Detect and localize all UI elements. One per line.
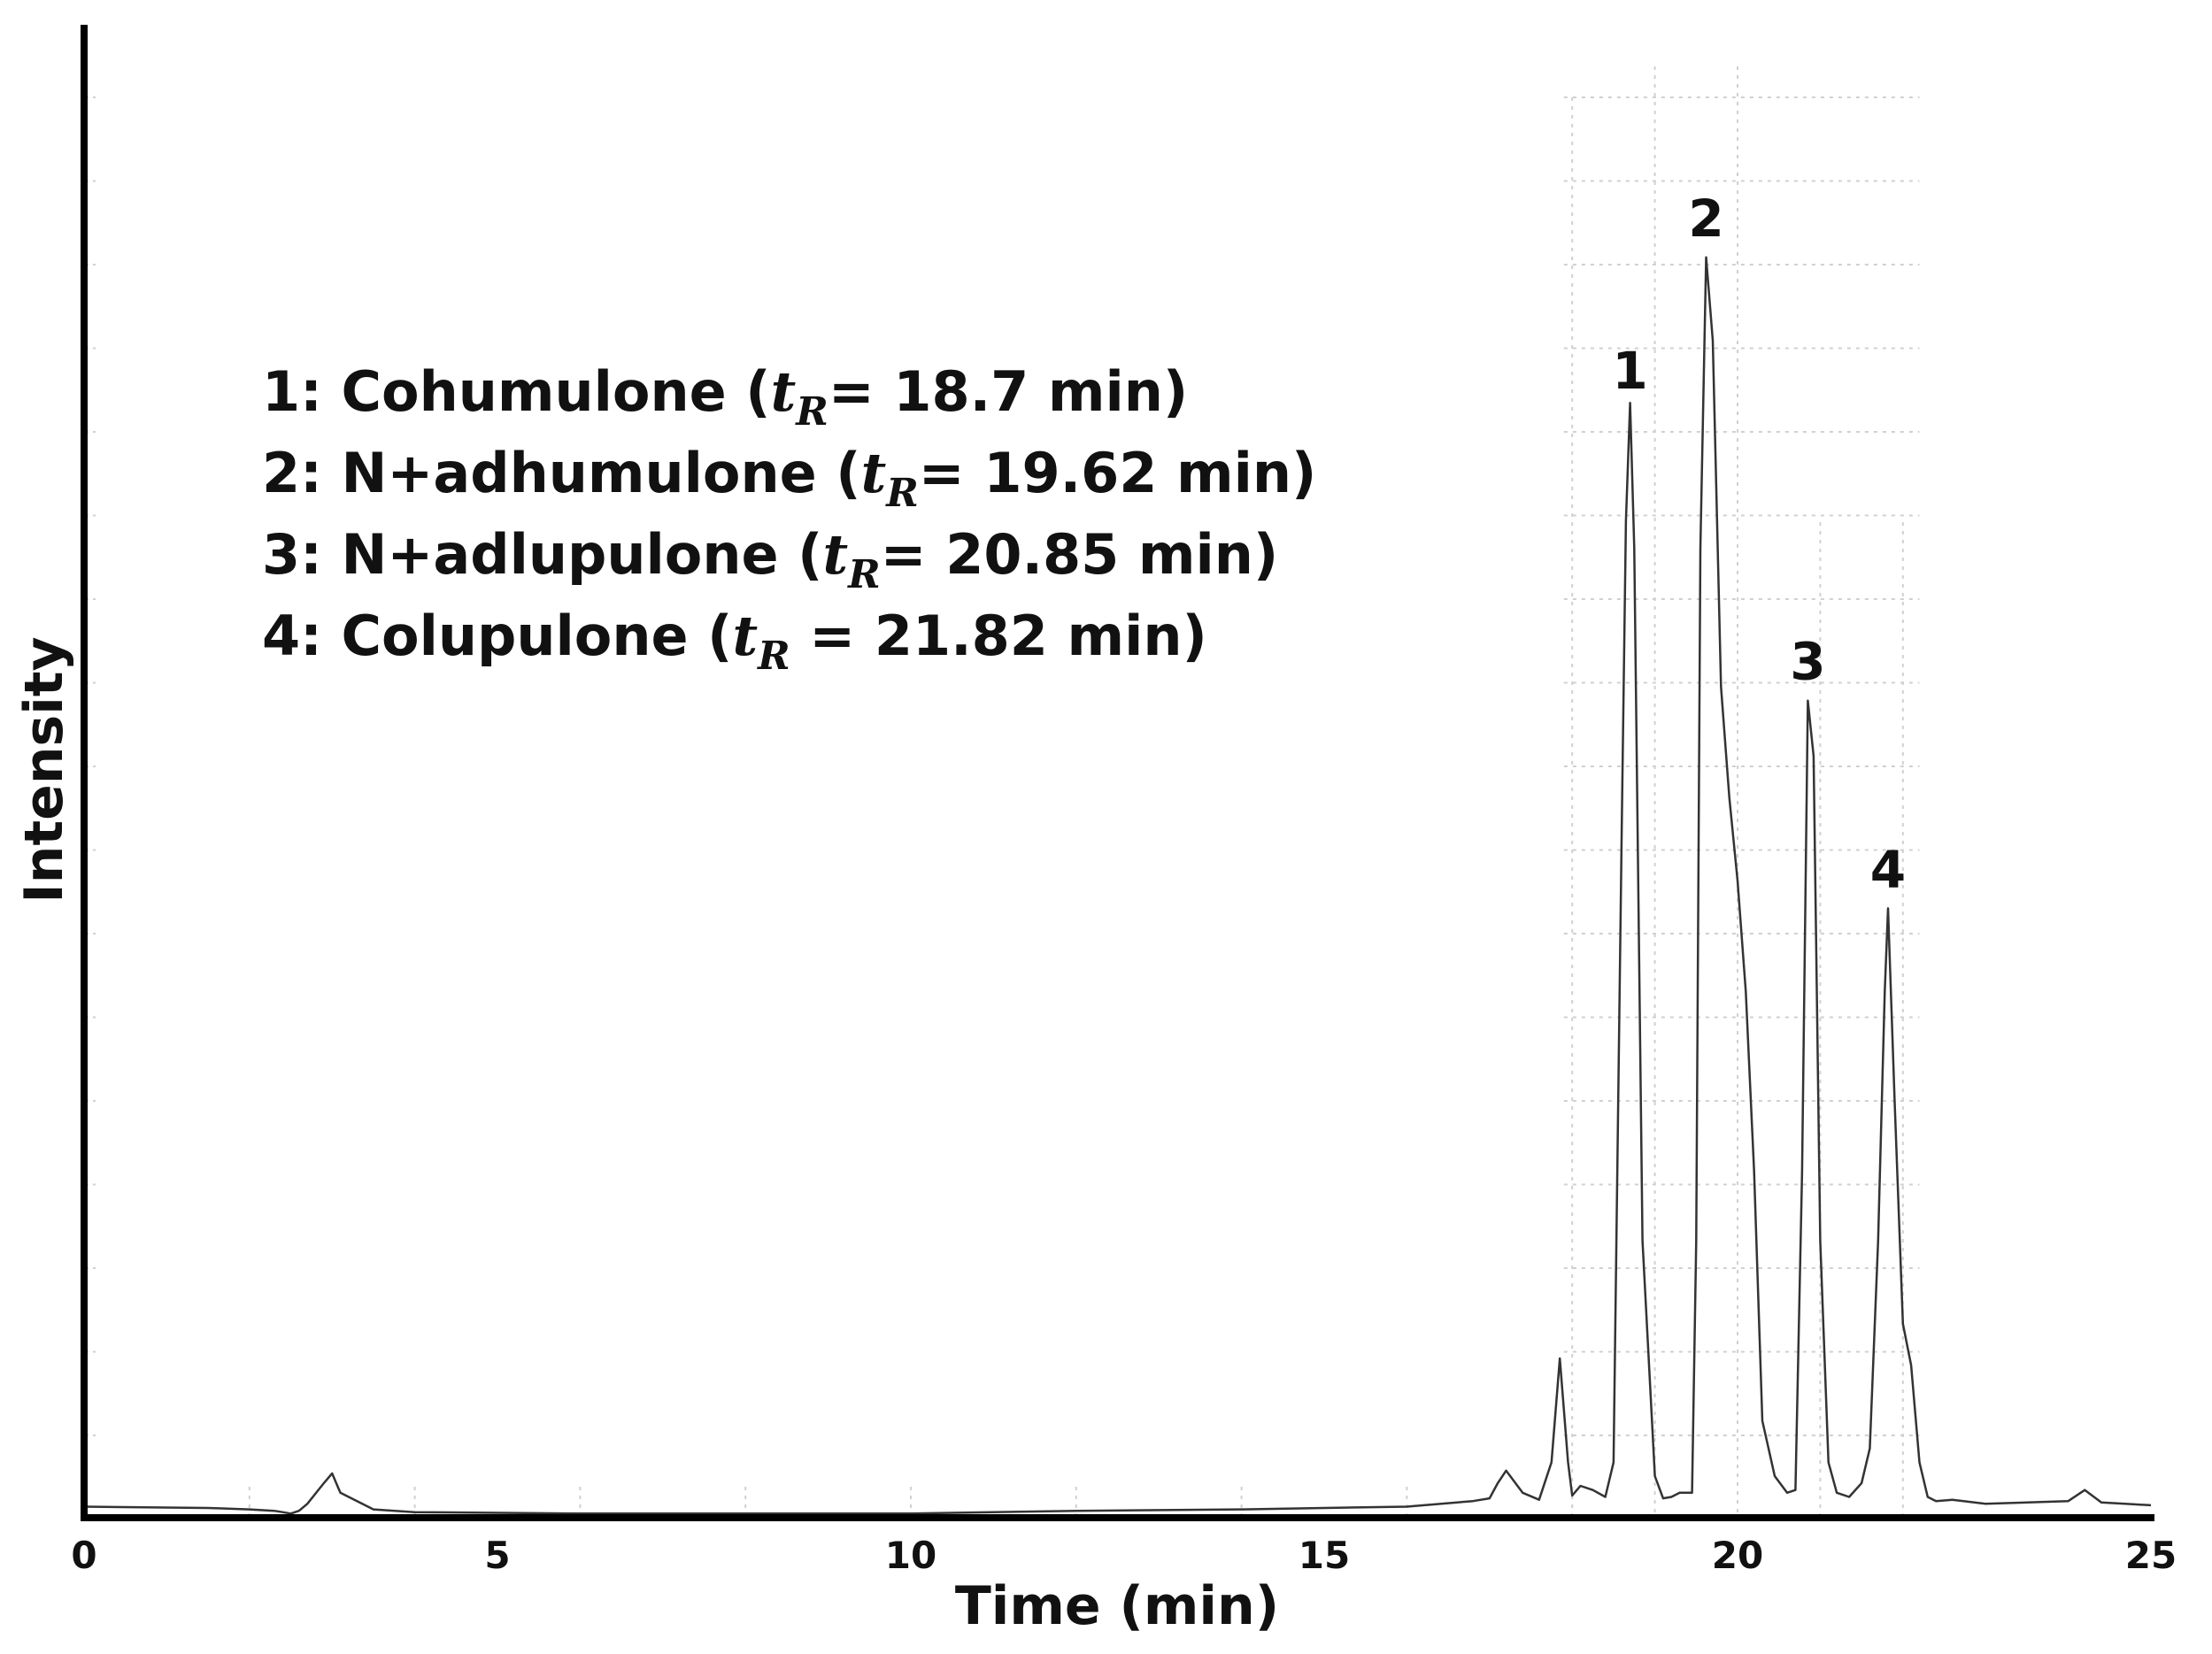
compound-legend: 1: Cohumulone (tR= 18.7 min) 2: N+adhumu… xyxy=(262,354,1316,680)
retention-time-subscript: R xyxy=(848,552,881,597)
x-tick-label: 15 xyxy=(1299,1534,1350,1577)
x-tick-label: 20 xyxy=(1712,1534,1763,1577)
peak-labels: 1 2 3 4 xyxy=(1612,188,1906,900)
retention-time-symbol: t xyxy=(770,359,797,424)
peak-label: 4 xyxy=(1870,839,1906,899)
legend-item: 2: N+adhumulone (tR= 19.62 min) xyxy=(262,435,1316,517)
legend-item: 3: N+adlupulone (tR= 20.85 min) xyxy=(262,517,1316,598)
legend-item-suffix: = 19.62 min) xyxy=(918,441,1317,505)
retention-time-symbol: t xyxy=(822,522,849,587)
y-axis-label: Intensity xyxy=(13,636,75,903)
legend-item-prefix: 2: N+adhumulone ( xyxy=(262,441,861,505)
legend-item-prefix: 3: N+adlupulone ( xyxy=(262,522,823,587)
legend-item-prefix: 4: Colupulone ( xyxy=(262,604,733,668)
legend-item: 4: Colupulone (tR = 21.82 min) xyxy=(262,598,1316,680)
chromatogram-trace xyxy=(83,256,2152,1515)
peak-label: 2 xyxy=(1688,188,1723,249)
x-tick-label: 10 xyxy=(885,1534,936,1577)
retention-time-subscript: R xyxy=(796,389,829,435)
legend-item: 1: Cohumulone (tR= 18.7 min) xyxy=(262,354,1316,435)
retention-time-symbol: t xyxy=(860,441,887,505)
x-tick-label: 0 xyxy=(71,1534,96,1577)
retention-time-subscript: R xyxy=(886,471,919,516)
peak-label: 3 xyxy=(1790,632,1825,692)
x-axis-label: Time (min) xyxy=(955,1575,1279,1637)
x-tick-labels: 0 5 10 15 20 25 xyxy=(71,1534,2177,1577)
legend-item-suffix: = 21.82 min) xyxy=(790,604,1207,668)
retention-time-subscript: R xyxy=(758,634,790,679)
grid-lines xyxy=(86,66,1920,1518)
peak-label: 1 xyxy=(1612,341,1647,401)
x-tick-label: 5 xyxy=(484,1534,510,1577)
legend-item-suffix: = 20.85 min) xyxy=(880,522,1279,587)
retention-time-symbol: t xyxy=(732,604,759,668)
x-tick-label: 25 xyxy=(2125,1534,2177,1577)
legend-item-suffix: = 18.7 min) xyxy=(828,359,1189,424)
legend-item-prefix: 1: Cohumulone ( xyxy=(262,359,771,424)
